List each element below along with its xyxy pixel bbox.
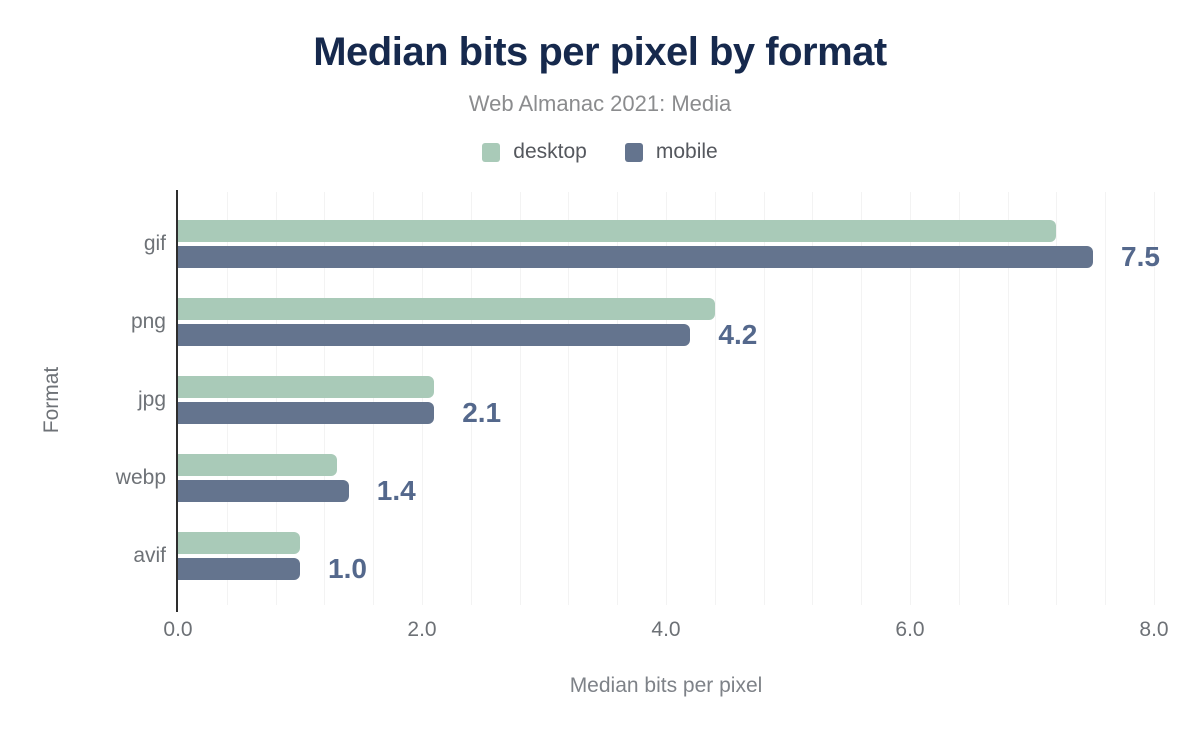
bar-mobile-png[interactable] bbox=[178, 324, 691, 346]
gridline bbox=[861, 192, 863, 605]
x-axis-title: Median bits per pixel bbox=[569, 674, 763, 697]
bar-group-png: png 4.2 bbox=[131, 298, 1154, 376]
chart-subtitle: Web Almanac 2021: Media bbox=[468, 91, 732, 116]
chart-legend: desktop mobile bbox=[0, 140, 1200, 164]
gridline bbox=[1154, 192, 1155, 605]
bar-group-jpg: jpg 2.1 bbox=[138, 376, 1154, 454]
y-axis-title: Format bbox=[40, 366, 63, 434]
bar-mobile-avif[interactable] bbox=[178, 558, 300, 580]
bar-group-avif: avif 1.0 bbox=[133, 532, 1154, 610]
legend-label: desktop bbox=[513, 140, 587, 163]
gridline bbox=[666, 192, 667, 605]
bar-mobile-gif[interactable] bbox=[178, 246, 1093, 268]
category-label-jpg: jpg bbox=[137, 388, 166, 411]
bar-group-gif: gif 7.5 bbox=[144, 220, 1160, 298]
gridline bbox=[470, 192, 472, 605]
bar-mobile-jpg[interactable] bbox=[178, 402, 435, 424]
legend-item-mobile: mobile bbox=[624, 140, 718, 164]
value-label-png: 4.2 bbox=[718, 319, 758, 350]
x-tick-8.0: 8.0 bbox=[1139, 618, 1169, 641]
gridline bbox=[422, 192, 423, 605]
bar-desktop-jpg[interactable] bbox=[178, 376, 435, 398]
legend-swatch-mobile bbox=[624, 142, 643, 162]
bar-desktop-webp[interactable] bbox=[178, 454, 337, 476]
gridline bbox=[812, 192, 814, 605]
gridline bbox=[519, 192, 521, 605]
x-tick-2.0: 2.0 bbox=[407, 618, 437, 641]
gridline bbox=[910, 192, 911, 605]
x-tick-6.0: 6.0 bbox=[895, 618, 925, 641]
gridline bbox=[617, 192, 619, 605]
gridline bbox=[958, 192, 960, 605]
gridline bbox=[1105, 192, 1107, 605]
gridline bbox=[714, 192, 716, 605]
bar-desktop-avif[interactable] bbox=[178, 532, 300, 554]
value-label-gif: 7.5 bbox=[1121, 241, 1160, 272]
plot-area: gif 7.5 png 4.2 jpg 2.1 webp 1.4 avif 1.0 bbox=[116, 190, 1160, 612]
bar-mobile-webp[interactable] bbox=[178, 480, 349, 502]
legend-label: mobile bbox=[655, 140, 718, 163]
category-label-webp: webp bbox=[115, 466, 166, 489]
gridline bbox=[373, 192, 375, 605]
value-label-jpg: 2.1 bbox=[462, 397, 502, 428]
bar-desktop-png[interactable] bbox=[178, 298, 715, 320]
x-axis-ticks: 0.0 2.0 4.0 6.0 8.0 bbox=[163, 618, 1168, 644]
gridline bbox=[226, 192, 228, 605]
category-label-png: png bbox=[130, 310, 166, 333]
category-label-avif: avif bbox=[133, 544, 166, 567]
chart-title: Median bits per pixel by format bbox=[313, 30, 887, 74]
legend-item-desktop: desktop bbox=[482, 140, 587, 164]
gridline bbox=[324, 192, 326, 605]
legend-swatch-desktop bbox=[482, 142, 501, 162]
x-tick-4.0: 4.0 bbox=[651, 618, 681, 641]
gridline bbox=[1007, 192, 1009, 605]
gridline bbox=[1056, 192, 1058, 605]
y-axis-line bbox=[176, 190, 178, 612]
gridline bbox=[568, 192, 570, 605]
bar-desktop-gif[interactable] bbox=[178, 220, 1057, 242]
gridline bbox=[275, 192, 277, 605]
bar-rows: gif 7.5 png 4.2 jpg 2.1 webp 1.4 avif 1.0 bbox=[116, 190, 1160, 610]
gridline bbox=[763, 192, 765, 605]
value-label-webp: 1.4 bbox=[376, 475, 416, 506]
category-label-gif: gif bbox=[143, 232, 166, 255]
x-tick-0.0: 0.0 bbox=[163, 618, 193, 641]
value-label-avif: 1.0 bbox=[328, 553, 367, 584]
bar-group-webp: webp 1.4 bbox=[116, 454, 1154, 532]
